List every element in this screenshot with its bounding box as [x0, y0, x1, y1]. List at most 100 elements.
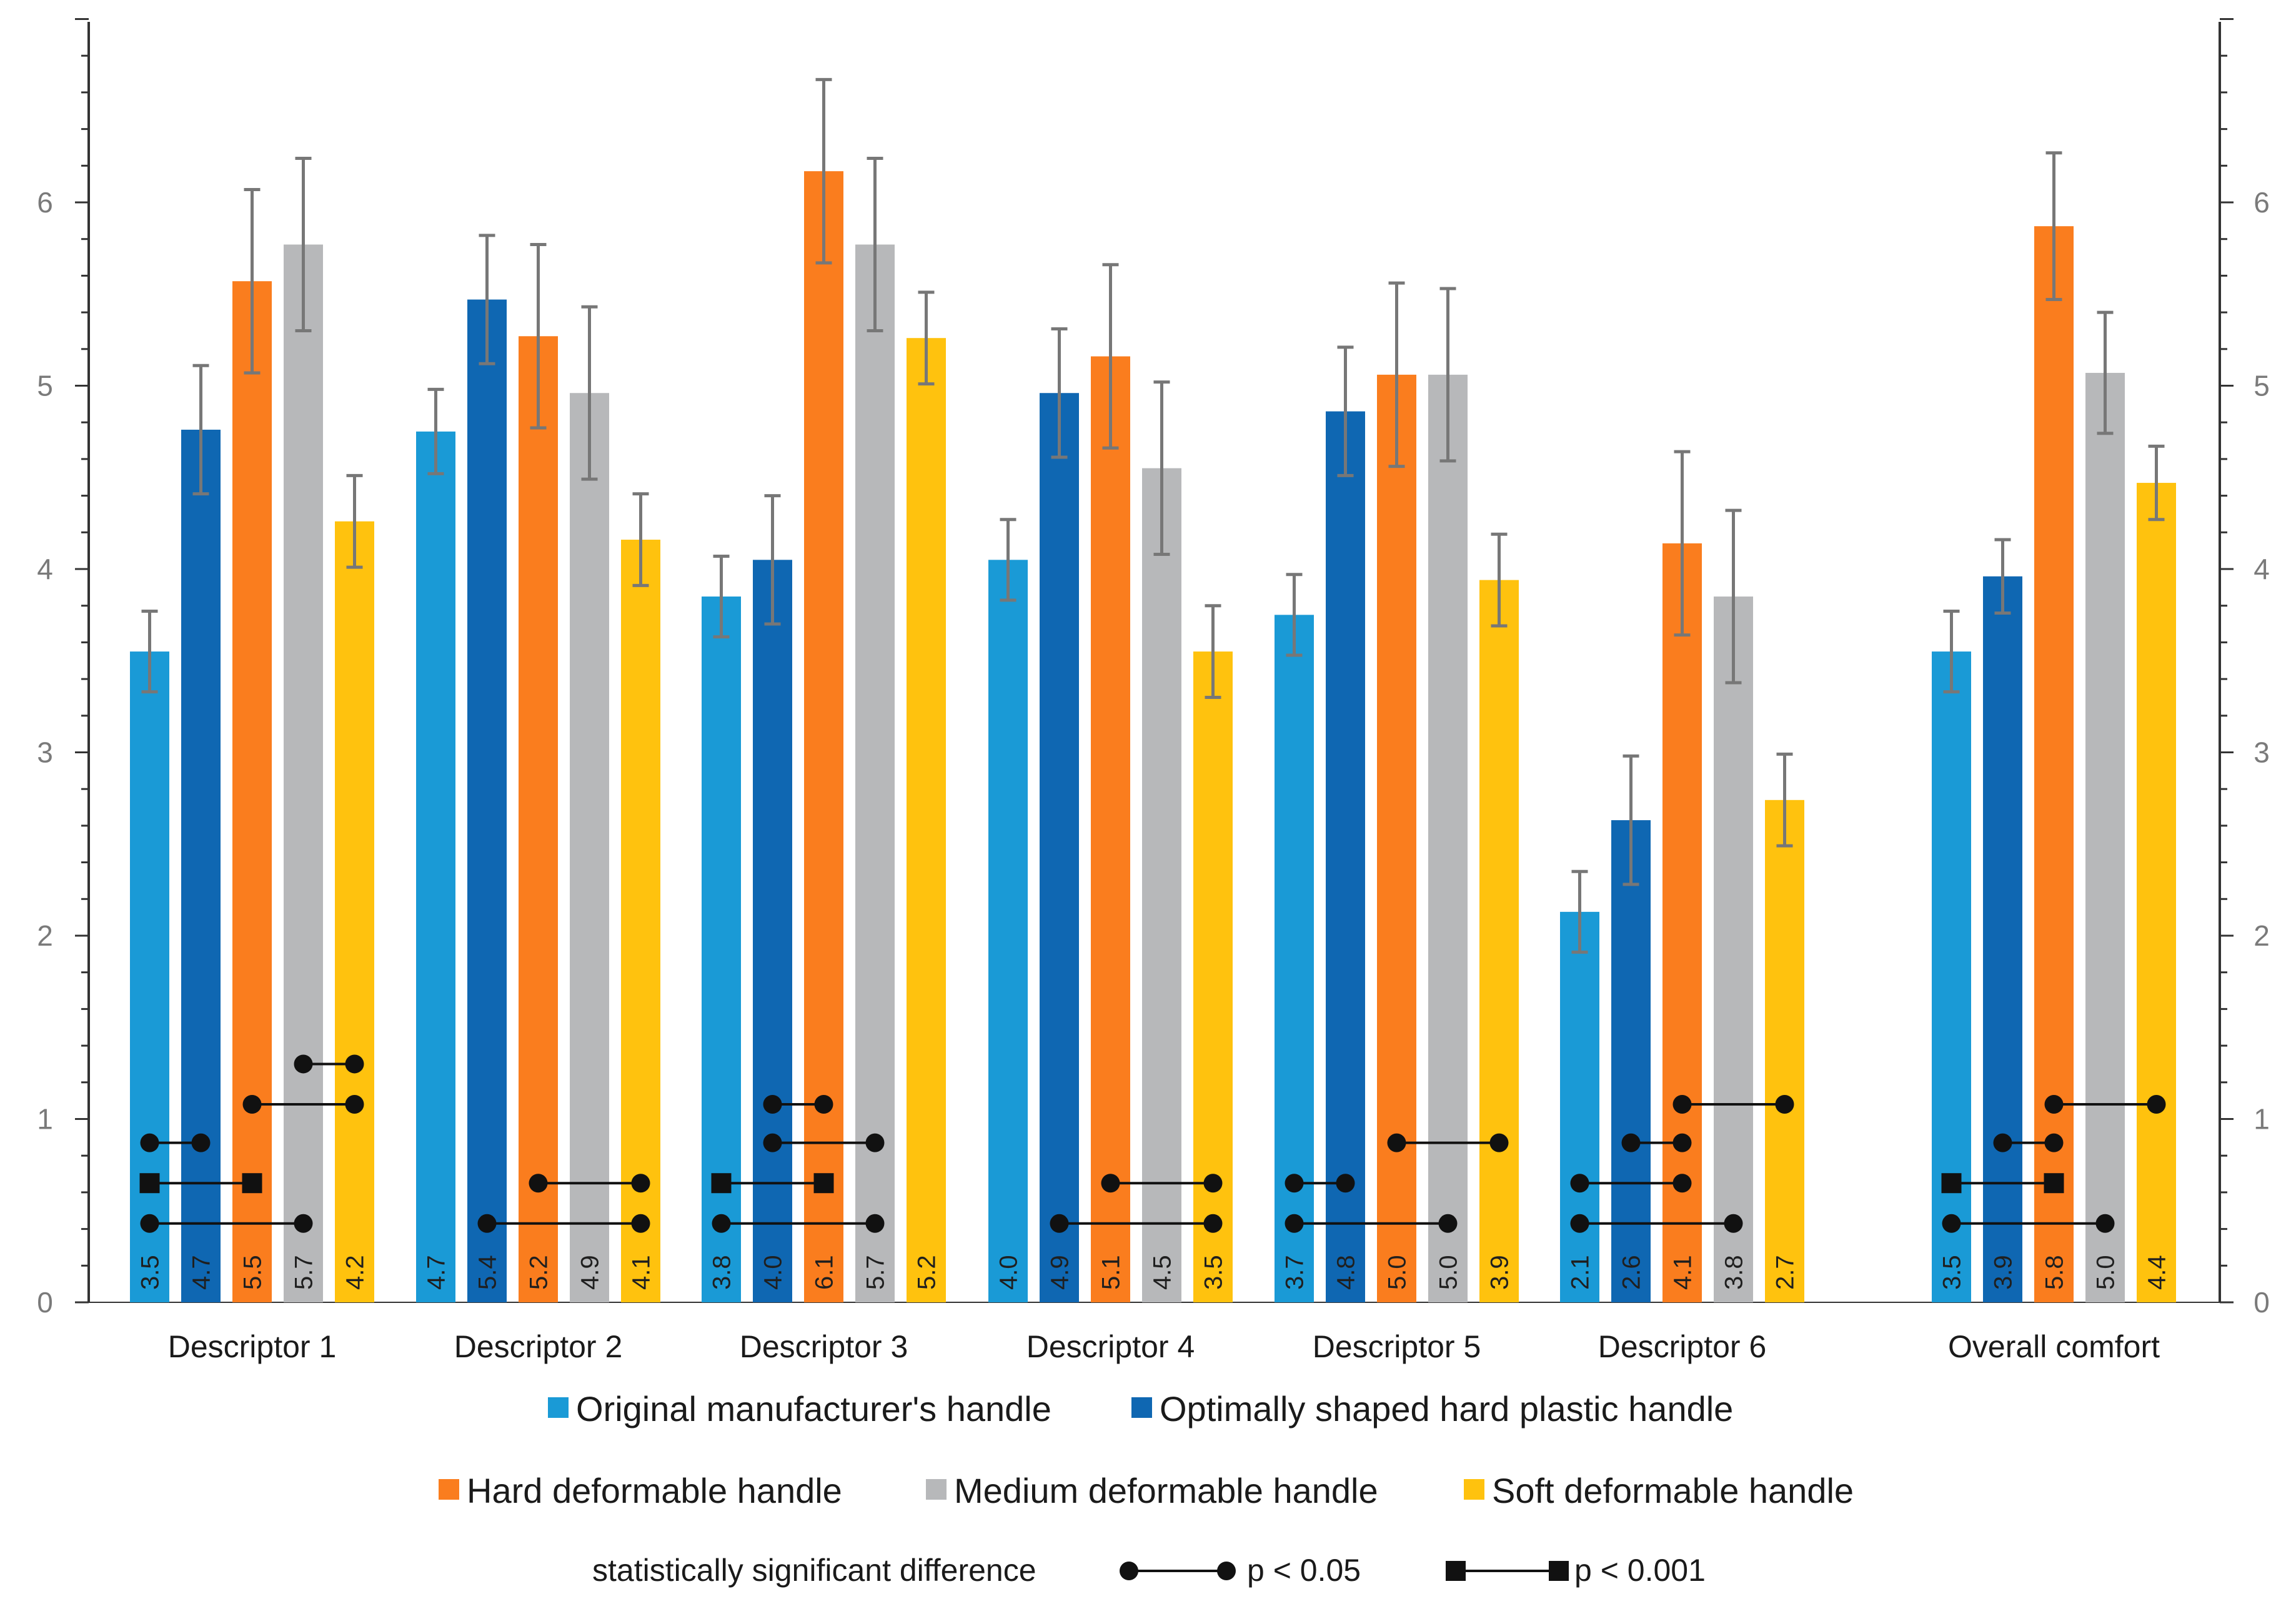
significance-circle-marker [631, 1214, 650, 1233]
legend-swatch [926, 1479, 947, 1500]
bar [467, 299, 507, 1303]
significance-circle-marker [1438, 1214, 1458, 1233]
legend-circle-marker [1120, 1562, 1138, 1580]
bar-value-label: 2.1 [1567, 1255, 1594, 1290]
significance-circle-marker [1775, 1095, 1794, 1114]
bar [570, 393, 609, 1302]
right-tick-label: 5 [2254, 370, 2270, 402]
significance-square-marker [813, 1173, 834, 1194]
significance-circle-marker [1570, 1214, 1589, 1233]
bar [1714, 597, 1753, 1302]
bar-value-label: 4.7 [188, 1255, 216, 1290]
bar-value-label: 3.8 [1721, 1255, 1748, 1290]
significance-circle-marker [477, 1214, 497, 1233]
significance-circle-marker [345, 1054, 364, 1074]
significance-circle-marker [865, 1133, 885, 1152]
error-bars [141, 77, 2165, 954]
significance-circle-marker [1570, 1174, 1589, 1193]
significance-circle-marker [1621, 1133, 1641, 1152]
bar-value-label: 5.1 [1098, 1255, 1125, 1290]
bars [130, 171, 2176, 1303]
legend-label: Medium deformable handle [954, 1471, 1378, 1510]
significance-circle-marker [294, 1054, 313, 1074]
bar [1765, 800, 1804, 1302]
significance-circle-marker [2044, 1133, 2064, 1152]
significance-square-marker [2044, 1173, 2064, 1194]
significance-circle-marker [2044, 1095, 2064, 1114]
bar-value-label: 4.0 [760, 1255, 787, 1290]
legend-p05-label: p < 0.05 [1247, 1553, 1361, 1588]
significance-circle-marker [1285, 1214, 1304, 1233]
bar [1611, 820, 1651, 1302]
bar [753, 560, 792, 1303]
bar-value-label: 5.0 [1435, 1255, 1463, 1290]
bar-value-label: 5.0 [1384, 1255, 1411, 1290]
bar-value-label: 5.2 [913, 1255, 941, 1290]
significance-circle-marker [1101, 1174, 1120, 1193]
significance-circle-marker [1724, 1214, 1743, 1233]
bar-value-label: 4.8 [1333, 1255, 1360, 1290]
legend: Original manufacturer's handle Optimally … [439, 1389, 1854, 1588]
left-tick-label: 2 [37, 919, 53, 952]
bar-value-label: 5.4 [474, 1255, 502, 1290]
category-label: Overall comfort [1948, 1329, 2160, 1364]
bar [284, 244, 323, 1302]
legend-swatch [1464, 1479, 1484, 1500]
legend-swatch [1131, 1397, 1152, 1418]
bar-value-label: 4.2 [342, 1255, 369, 1290]
bar [2085, 372, 2125, 1302]
bar-value-label: 6.1 [811, 1255, 838, 1290]
right-tick-label: 1 [2254, 1103, 2270, 1136]
bar [855, 244, 895, 1302]
right-tick-label: 0 [2254, 1286, 2270, 1319]
bar-value-label: 5.5 [239, 1255, 267, 1290]
significance-circle-marker [1993, 1133, 2012, 1152]
significance-circle-marker [1672, 1133, 1692, 1152]
significance-circle-marker [529, 1174, 548, 1193]
significance-circle-marker [1489, 1133, 1509, 1152]
legend-label: Hard deformable handle [467, 1471, 842, 1510]
bar [1932, 651, 1971, 1302]
left-tick-label: 5 [37, 370, 53, 402]
right-tick-label: 3 [2254, 736, 2270, 769]
legend-square-marker [1446, 1561, 1466, 1581]
legend-p001-label: p < 0.001 [1574, 1553, 1706, 1588]
bar-value-label: 3.9 [1990, 1255, 2017, 1290]
bar [1275, 615, 1314, 1302]
bar-value-label: 4.1 [628, 1255, 655, 1290]
bar-value-label: 4.9 [577, 1255, 604, 1290]
bar [702, 597, 741, 1302]
bar-value-label: 5.7 [291, 1255, 318, 1290]
bar-value-label: 5.0 [2092, 1255, 2120, 1290]
bar [1428, 374, 1468, 1302]
left-tick-label: 3 [37, 736, 53, 769]
significance-circle-marker [865, 1214, 885, 1233]
significance-circle-marker [1203, 1174, 1223, 1193]
bar [988, 560, 1028, 1303]
category-label: Descriptor 3 [740, 1329, 908, 1364]
bar [907, 338, 946, 1303]
bar-value-label: 2.7 [1772, 1255, 1799, 1290]
bar [1091, 356, 1130, 1302]
legend-label: Soft deformable handle [1492, 1471, 1854, 1510]
bar-value-label: 4.0 [995, 1255, 1023, 1290]
bar [519, 336, 558, 1302]
bar [2137, 483, 2176, 1303]
bar [1193, 651, 1233, 1302]
right-tick-label: 2 [2254, 919, 2270, 952]
bar-value-labels: 3.5 4.7 3.8 4.0 3.7 2.1 3.5 4.7 5.4 4.0 4.9 4.8 2.6 3… [137, 1255, 2171, 1290]
bar [232, 281, 272, 1303]
bar [804, 171, 843, 1303]
significance-circle-marker [1336, 1174, 1355, 1193]
significance-circle-marker [2095, 1214, 2115, 1233]
bar-value-label: 4.4 [2144, 1255, 2171, 1290]
category-label: Descriptor 6 [1598, 1329, 1767, 1364]
significance-circle-marker [140, 1133, 159, 1152]
significance-circle-marker [1285, 1174, 1304, 1193]
significance-circle-marker [1387, 1133, 1406, 1152]
significance-square-marker [711, 1173, 732, 1194]
right-tick-label: 6 [2254, 186, 2270, 219]
category-label: Descriptor 2 [454, 1329, 623, 1364]
bar-value-label: 5.2 [525, 1255, 553, 1290]
